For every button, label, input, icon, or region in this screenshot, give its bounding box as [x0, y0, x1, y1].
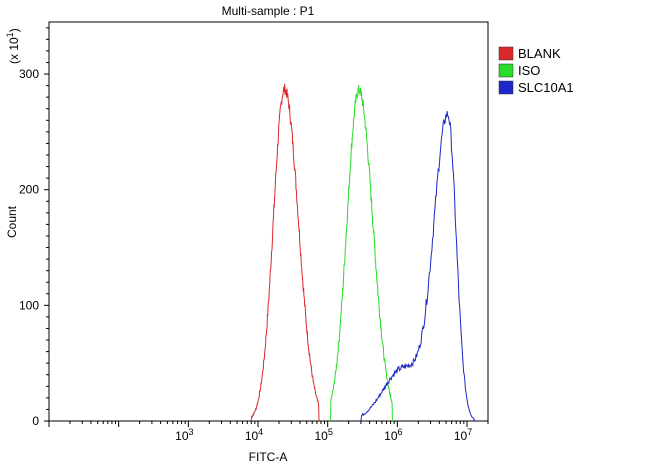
legend-swatch-iso	[498, 63, 514, 78]
y-tick-label: 100	[19, 298, 39, 312]
legend-label: BLANK	[518, 46, 561, 61]
x-tick-exponent: 7	[467, 427, 472, 437]
x-tick-exponent: 4	[258, 427, 263, 437]
x-tick-base: 10	[175, 429, 189, 443]
y-axis-ticks: 0 100 200 300	[19, 27, 49, 428]
x-tick-base: 10	[314, 429, 328, 443]
y-tick-label: 0	[32, 414, 39, 428]
x-tick-label: 107	[454, 427, 472, 443]
y-multiplier-close: )	[7, 28, 21, 32]
y-tick-label: 200	[19, 183, 39, 197]
x-axis-label: FITC-A	[249, 450, 288, 464]
x-axis-ticks: 103 104 105 106 107	[48, 421, 489, 443]
series-line-iso	[330, 84, 393, 422]
x-tick-label: 103	[175, 427, 193, 443]
series-line-blank	[250, 83, 320, 422]
x-tick-exponent: 3	[189, 427, 194, 437]
series-layer	[250, 83, 476, 422]
plot-area	[48, 21, 489, 422]
legend-label: SLC10A1	[518, 80, 574, 95]
x-tick-base: 10	[454, 429, 468, 443]
x-tick-exponent: 5	[328, 427, 333, 437]
x-tick-label: 105	[314, 427, 332, 443]
series-line-slc10a1	[360, 110, 476, 422]
y-tick-label: 300	[19, 67, 39, 81]
x-tick-label: 104	[245, 427, 263, 443]
legend-label: ISO	[518, 63, 540, 78]
y-multiplier-exponent: 1	[5, 32, 15, 37]
x-tick-base: 10	[245, 429, 259, 443]
chart-title: Multi-sample : P1	[222, 4, 315, 18]
plot-frame	[48, 21, 489, 422]
legend-swatch-blank	[498, 46, 514, 61]
y-multiplier-base: (x 10	[7, 37, 21, 64]
x-tick-exponent: 6	[398, 427, 403, 437]
y-multiplier-label: (x 101)	[5, 28, 21, 64]
legend: BLANK ISO SLC10A1	[498, 46, 574, 95]
legend-swatch-slc10a1	[498, 80, 514, 95]
x-tick-label: 106	[384, 427, 402, 443]
x-tick-base: 10	[384, 429, 398, 443]
y-axis-label: Count	[5, 205, 19, 238]
